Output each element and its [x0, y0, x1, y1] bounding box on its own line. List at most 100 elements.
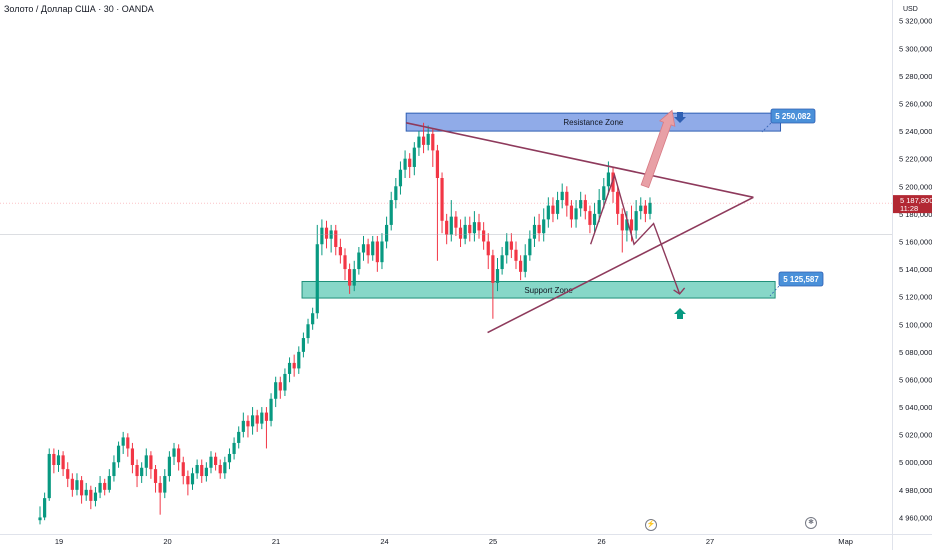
y-tick-label: 5 260,000 [899, 99, 932, 108]
candle-body [542, 219, 546, 234]
candle-body [472, 222, 476, 234]
candle-body [66, 469, 70, 479]
triangle-lower-line[interactable] [487, 196, 754, 334]
candle-body [269, 398, 273, 421]
candle-body [84, 489, 88, 496]
candle-body [569, 205, 574, 220]
candle-body [112, 462, 116, 477]
y-tick-label: 5 280,000 [899, 72, 932, 81]
up-arrow-icon[interactable] [674, 308, 686, 319]
candle-body [126, 437, 130, 449]
candle-body [380, 241, 384, 263]
lightning-icon[interactable]: ⚡ [645, 519, 657, 531]
resistance-callout-text: 5 250,082 [775, 112, 811, 121]
breakout-arrow[interactable] [640, 109, 676, 189]
y-axis[interactable]: 5 320,000 5 300,000 5 280,000 5 260,000 5 24… [893, 17, 932, 523]
currency-label[interactable]: USD [903, 6, 918, 13]
y-tick-label: 5 020,000 [899, 431, 932, 440]
candle-body [246, 420, 250, 427]
drawings[interactable]: 5 250,082 5 125,587 [0, 108, 892, 334]
candle-body [634, 211, 638, 231]
x-axis[interactable]: 19 20 21 24 25 26 27 Мар [55, 537, 853, 546]
last-price-text: 5 187,800 [900, 196, 932, 205]
candle-body [394, 186, 398, 201]
candle-body [463, 224, 467, 239]
candle-body [606, 172, 611, 187]
x-tick-label: 26 [597, 537, 605, 546]
candle-body [292, 362, 296, 369]
projection-arrowhead [673, 287, 686, 295]
y-tick-label: 5 300,000 [899, 44, 932, 53]
candle-body [426, 133, 430, 145]
candle-body [241, 420, 245, 432]
candle-body [602, 186, 606, 201]
candle-body [52, 453, 56, 466]
chart-title: Золото / Доллар США · 30 · OANDA [4, 4, 154, 14]
candle-body [181, 462, 185, 477]
candle-body [79, 480, 84, 496]
candle-body [611, 172, 615, 192]
candle-body [324, 227, 329, 239]
x-tick-label: 21 [272, 537, 280, 546]
candle-body [255, 415, 259, 424]
candle-body [320, 227, 324, 245]
candle-body [135, 465, 139, 477]
candle-body [514, 249, 518, 261]
candle-body [103, 482, 107, 490]
y-tick-label: 5 140,000 [899, 265, 932, 274]
x-tick-label: Мар [838, 537, 853, 546]
candle-body [144, 455, 148, 468]
y-tick-label: 5 320,000 [899, 17, 932, 26]
candle-body [301, 338, 306, 352]
candle-body [357, 252, 361, 270]
x-tick-label: 27 [706, 537, 714, 546]
candle-body [38, 517, 42, 521]
us-flag-icon[interactable]: ✱ [805, 517, 817, 529]
candle-body [435, 150, 440, 178]
candle-body [389, 200, 393, 225]
candle-body [186, 476, 190, 485]
candle-body [491, 255, 495, 283]
last-price-tag [893, 195, 932, 214]
candle-body [583, 200, 587, 212]
candle-body [223, 462, 227, 474]
candle-body [274, 382, 278, 399]
candle-body [190, 473, 195, 485]
down-arrow-icon[interactable] [674, 112, 686, 123]
candle-body [311, 313, 315, 325]
y-tick-label: 5 200,000 [899, 182, 932, 191]
candle-body [283, 373, 287, 391]
candle-body [445, 220, 449, 235]
candle-body [643, 205, 647, 214]
y-tick-label: 5 060,000 [899, 375, 932, 384]
resistance-callout-box[interactable] [770, 108, 816, 124]
triangle-upper-line[interactable] [406, 122, 754, 199]
candle-body [195, 465, 199, 474]
candle-body [237, 431, 241, 443]
y-tick-label: 4 960,000 [899, 513, 932, 522]
candles[interactable] [38, 122, 652, 525]
candle-body [121, 437, 125, 446]
candle-body [412, 147, 416, 167]
candle-body [375, 241, 379, 263]
candle-body [620, 213, 624, 231]
candle-body [486, 241, 490, 256]
candle-body [532, 224, 537, 239]
support-callout-box[interactable] [778, 271, 824, 287]
candle-body [421, 136, 426, 145]
candle-body [592, 213, 597, 225]
candle-body [343, 255, 347, 270]
candle-body [348, 269, 352, 286]
candle-body [500, 255, 504, 270]
candle-body [306, 324, 310, 339]
x-tick-label: 24 [380, 537, 388, 546]
candle-body [140, 467, 144, 477]
candle-body [639, 205, 643, 212]
candle-body [403, 158, 407, 170]
candle-body [204, 467, 208, 477]
candle-body [334, 230, 338, 247]
resistance-zone-label: Resistance Zone [563, 118, 624, 127]
y-tick-label: 5 160,000 [899, 237, 932, 246]
projection-path[interactable] [589, 172, 681, 295]
